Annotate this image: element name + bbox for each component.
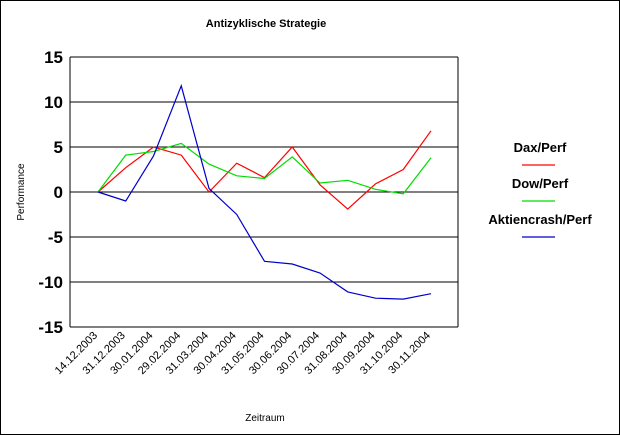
y-tick-label: 5 xyxy=(54,138,63,157)
series-line-0 xyxy=(97,130,432,210)
y-tick-label: -10 xyxy=(38,273,63,292)
series-line-2 xyxy=(97,83,432,300)
series-line-1 xyxy=(97,142,432,195)
y-tick-label: -15 xyxy=(38,318,63,337)
legend-label: Dax/Perf xyxy=(514,140,567,155)
legend-label: Aktiencrash/Perf xyxy=(488,212,592,227)
y-tick-labels: 15 10 5 0 -5 -10 -15 xyxy=(38,48,63,337)
x-tick-labels: 14.12.200331.12.200330.01.200429.02.2004… xyxy=(53,330,433,377)
series-lines xyxy=(97,83,432,300)
y-tick-label: 15 xyxy=(44,48,63,67)
y-axis-label: Performance xyxy=(16,163,27,221)
chart-title: Antizyklische Strategie xyxy=(206,18,326,30)
legend: Dax/Perf Dow/Perf Aktiencrash/Perf xyxy=(488,140,592,238)
y-tick-label: 0 xyxy=(54,183,63,202)
grid-lines xyxy=(69,56,459,328)
legend-label: Dow/Perf xyxy=(512,176,569,191)
y-tick-label: 10 xyxy=(44,93,63,112)
x-axis-label: Zeitraum xyxy=(245,413,284,424)
y-tick-label: -5 xyxy=(48,228,63,247)
